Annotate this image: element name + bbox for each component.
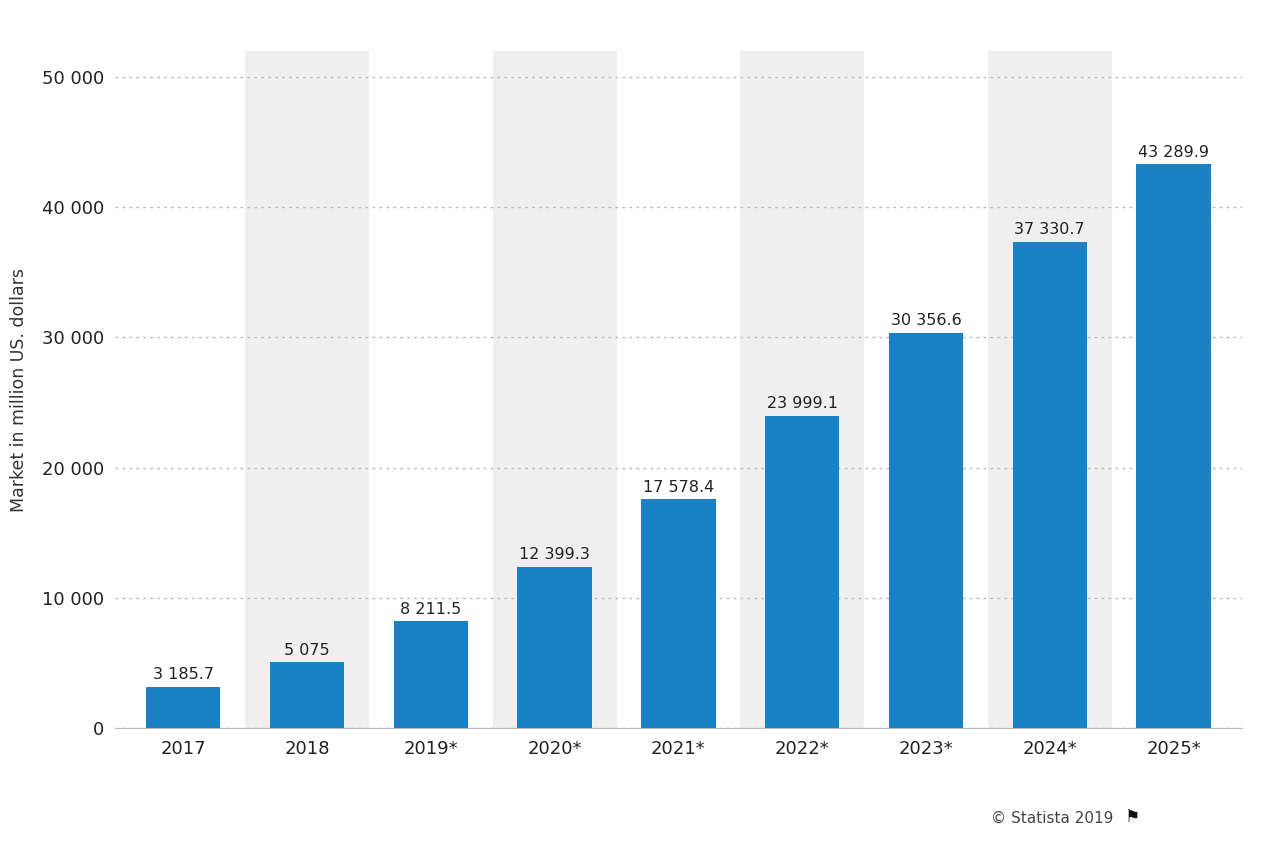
Text: 8 211.5: 8 211.5 xyxy=(401,602,462,617)
Bar xyxy=(246,51,369,728)
Text: 12 399.3: 12 399.3 xyxy=(520,547,590,562)
Bar xyxy=(270,662,344,728)
Text: 37 330.7: 37 330.7 xyxy=(1015,223,1085,237)
Bar xyxy=(888,333,963,728)
Bar xyxy=(493,51,617,728)
Y-axis label: Market in million US. dollars: Market in million US. dollars xyxy=(10,268,28,512)
Text: ⚑: ⚑ xyxy=(1120,808,1140,826)
Bar xyxy=(517,567,591,728)
Text: 5 075: 5 075 xyxy=(284,643,330,658)
Bar xyxy=(146,687,220,728)
Bar xyxy=(1012,242,1087,728)
Bar xyxy=(864,51,988,728)
Text: 30 356.6: 30 356.6 xyxy=(891,313,961,329)
Bar xyxy=(369,51,493,728)
Bar xyxy=(1111,51,1235,728)
Bar xyxy=(122,51,246,728)
Text: 43 289.9: 43 289.9 xyxy=(1138,145,1210,160)
Bar xyxy=(740,51,864,728)
Text: 17 578.4: 17 578.4 xyxy=(643,479,714,495)
Bar xyxy=(641,500,716,728)
Bar xyxy=(1137,164,1211,728)
Text: 3 185.7: 3 185.7 xyxy=(152,667,214,683)
Text: © Statista 2019: © Statista 2019 xyxy=(991,811,1114,826)
Text: 23 999.1: 23 999.1 xyxy=(767,396,837,411)
Bar xyxy=(394,622,468,728)
Bar xyxy=(988,51,1111,728)
Bar xyxy=(617,51,740,728)
Bar xyxy=(765,416,840,728)
